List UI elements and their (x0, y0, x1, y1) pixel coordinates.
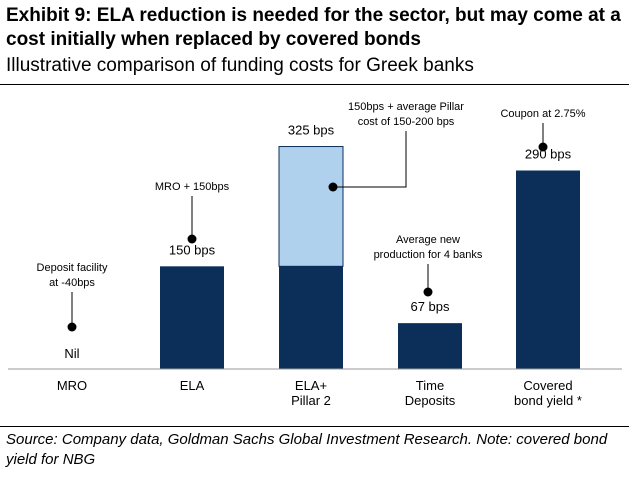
annotation-text-1-0: MRO + 150bps (155, 181, 230, 193)
annotation-dot-2 (328, 182, 338, 192)
bar-base-1 (160, 266, 224, 369)
value-label-4: 290 bps (525, 146, 572, 161)
annotation-dot-0 (67, 322, 77, 332)
value-label-2: 325 bps (288, 123, 335, 138)
category-label-2-1: Pillar 2 (291, 393, 331, 408)
bar-base-2 (279, 266, 343, 369)
chart-subtitle: Illustrative comparison of funding costs… (6, 55, 474, 76)
source-note: Source: Company data, Goldman Sachs Glob… (6, 431, 608, 468)
category-label-4-1: bond yield * (514, 393, 582, 408)
value-label-0: Nil (64, 346, 79, 361)
annotation-text-3-0: Average new (396, 234, 460, 246)
annotation-text-2-1: cost of 150-200 bps (358, 116, 455, 128)
category-label-2-0: ELA+ (295, 378, 327, 393)
annotation-text-0-0: Deposit facility (37, 262, 108, 274)
annotation-text-2-0: 150bps + average Pillar (348, 101, 464, 113)
annotation-text-4-0: Coupon at 2.75% (500, 108, 585, 120)
bar-base-3 (398, 323, 462, 369)
chart-title: Exhibit 9: ELA reduction is needed for t… (6, 5, 621, 50)
annotation-text-0-1: at -40bps (49, 277, 95, 289)
category-label-3-1: Deposits (405, 393, 456, 408)
annotation-dot-1 (187, 234, 197, 244)
annotation-text-3-1: production for 4 banks (374, 249, 483, 261)
bar-pillar-2 (278, 146, 344, 267)
annotation-dot-4 (538, 142, 548, 152)
bottom-divider (0, 426, 629, 427)
funding-cost-chart: Nil MRO 150 bps ELA 325 bps ELA+Pillar 2 67 bp… (8, 101, 622, 408)
category-label-1-0: ELA (180, 378, 205, 393)
value-label-1: 150 bps (169, 242, 216, 257)
value-label-3: 67 bps (410, 299, 450, 314)
category-label-4-0: Covered (523, 378, 572, 393)
bar-base-4 (516, 170, 580, 369)
annotation-pointer-2 (333, 131, 407, 188)
top-divider (0, 84, 629, 85)
category-label-3-0: Time (416, 378, 444, 393)
annotation-dot-3 (423, 287, 433, 297)
category-label-0-0: MRO (57, 378, 87, 393)
